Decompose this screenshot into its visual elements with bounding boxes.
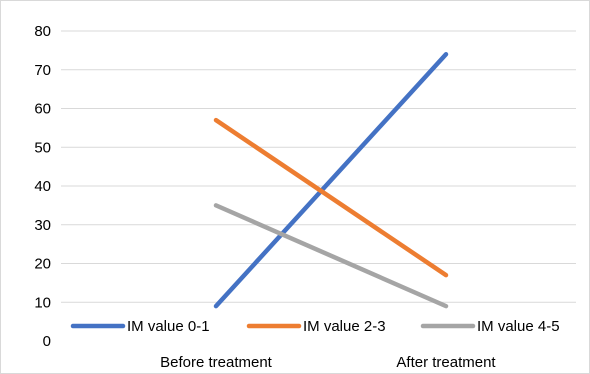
series-line-3 bbox=[213, 203, 449, 309]
legend: IM value 0-1 IM value 2-3 IM value 4-5 bbox=[70, 318, 560, 335]
legend-label: IM value 4-5 bbox=[477, 318, 560, 335]
y-tick-label: 60 bbox=[34, 101, 51, 118]
legend-item-1: IM value 0-1 bbox=[70, 318, 210, 335]
y-tick-label: 70 bbox=[34, 62, 51, 79]
legend-label: IM value 2-3 bbox=[303, 318, 386, 335]
y-tick-label: 10 bbox=[34, 294, 51, 311]
x-category-label: Before treatment bbox=[160, 354, 273, 371]
y-tick-label: 50 bbox=[34, 139, 51, 156]
legend-item-3: IM value 4-5 bbox=[420, 318, 560, 335]
legend-item-2: IM value 2-3 bbox=[246, 318, 386, 335]
x-category-label: After treatment bbox=[396, 354, 496, 371]
y-tick-label: 30 bbox=[34, 217, 51, 234]
series-line-2 bbox=[213, 117, 449, 278]
legend-label: IM value 0-1 bbox=[127, 318, 210, 335]
gridlines bbox=[61, 30, 576, 303]
y-axis-tick-labels: 0 10 20 30 40 50 60 70 80 bbox=[34, 23, 51, 350]
y-tick-label: 20 bbox=[34, 256, 51, 273]
series-line-1 bbox=[213, 52, 449, 309]
y-tick-label: 0 bbox=[43, 333, 51, 350]
series-lines bbox=[213, 52, 449, 309]
y-tick-label: 80 bbox=[34, 23, 51, 40]
x-axis-category-labels: Before treatment After treatment bbox=[160, 354, 496, 371]
y-tick-label: 40 bbox=[34, 178, 51, 195]
